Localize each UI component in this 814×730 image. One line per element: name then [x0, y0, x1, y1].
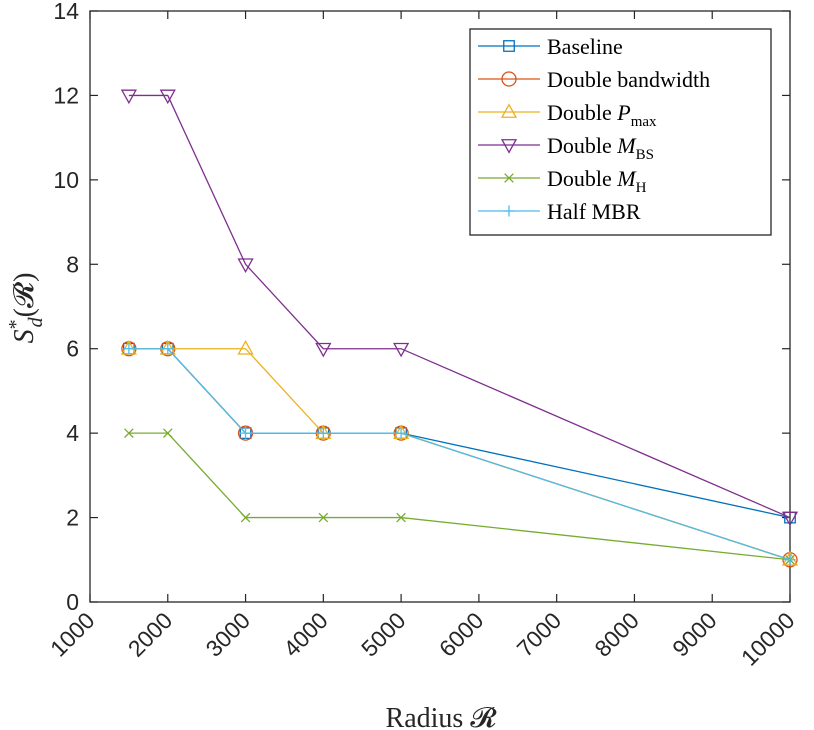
y-tick-label: 4 — [66, 420, 79, 446]
legend-item-double-mh: Double MH — [478, 166, 647, 196]
data-point-double-mh — [396, 512, 406, 523]
data-point-half-mbr — [395, 427, 407, 439]
x-marker-stroke — [318, 512, 329, 523]
data-point-double-mbs — [393, 342, 410, 358]
legend-label: Half MBR — [547, 199, 641, 224]
series-line-double-mh — [128, 432, 791, 561]
data-point-double-mbs — [159, 89, 176, 105]
triangle-down-marker — [781, 511, 799, 527]
data-point-double-mh — [240, 512, 251, 523]
legend-item-double-bandwidth: Double bandwidth — [478, 67, 710, 92]
legend-label-symbol: P — [616, 100, 630, 125]
x-marker-stroke — [396, 512, 406, 523]
y-tick-label: 12 — [53, 82, 79, 108]
legend-label-main: Half MBR — [547, 199, 641, 224]
y-axis-title-sup: * — [5, 319, 27, 329]
y-tick-label: 8 — [66, 251, 79, 277]
x-tick-label: 9000 — [667, 607, 722, 662]
legend-item-double-pmax: Double Pmax — [478, 100, 657, 130]
y-axis: 0 2 4 6 8 10 12 14 — [53, 0, 790, 615]
legend-label-sub: H — [636, 180, 647, 196]
legend-label-symbol: M — [616, 166, 637, 191]
data-point-double-mbs — [120, 89, 137, 105]
x-tick-label: 3000 — [201, 607, 256, 662]
x-tick-label: 1000 — [45, 607, 100, 662]
legend-label-symbol: M — [616, 133, 637, 158]
y-axis-title-arg: (𝓡) — [9, 273, 40, 318]
triangle-down-marker — [120, 89, 137, 105]
data-point-half-mbr — [162, 343, 174, 355]
y-tick-label: 6 — [66, 336, 79, 362]
data-point-double-mbs — [781, 511, 799, 527]
x-marker-stroke — [162, 428, 173, 438]
x-axis-title: Radius 𝓡 — [386, 703, 498, 730]
data-point-half-mbr — [239, 427, 252, 439]
legend-label: Baseline — [547, 34, 623, 59]
data-point-half-mbr — [317, 427, 329, 439]
series-double-mh — [124, 428, 795, 565]
legend-label-main: Double — [547, 100, 617, 125]
series-half-mbr — [123, 343, 796, 566]
legend-label: Double bandwidth — [547, 67, 710, 92]
triangle-down-marker — [315, 342, 332, 358]
x-tick-label: 7000 — [512, 607, 567, 662]
y-axis-title: S*d(𝓡) — [5, 273, 47, 344]
data-point-double-mh — [162, 428, 173, 438]
triangle-up-marker — [237, 340, 254, 355]
legend-label-main: Double — [547, 133, 617, 158]
data-point-double-pmax — [237, 340, 254, 355]
y-tick-label: 10 — [53, 167, 79, 193]
data-point-double-mbs — [315, 342, 332, 358]
data-point-double-mbs — [237, 258, 254, 273]
legend-label: Double MBS — [547, 133, 654, 163]
x-tick-label: 5000 — [356, 607, 411, 662]
legend-item-double-mbs: Double MBS — [478, 133, 654, 163]
triangle-down-marker — [159, 89, 176, 105]
series-layer — [120, 89, 799, 568]
y-axis-title-sub: d — [25, 316, 47, 327]
triangle-down-marker — [393, 342, 410, 358]
legend-label: Double Pmax — [547, 100, 657, 130]
legend-label-sub: BS — [636, 147, 654, 163]
x-tick-label: 2000 — [123, 607, 178, 662]
data-point-double-mh — [318, 512, 329, 523]
y-tick-label: 2 — [66, 505, 79, 531]
triangle-up-marker — [500, 103, 518, 118]
y-tick-label: 14 — [53, 0, 79, 24]
square-marker — [503, 40, 515, 52]
series-double-mbs — [120, 89, 799, 527]
triangle-down-marker — [500, 139, 518, 154]
x-marker-stroke — [240, 512, 251, 523]
triangle-down-marker — [237, 258, 254, 273]
legend-label-main: Double — [547, 166, 617, 191]
x-tick-label: 10000 — [736, 607, 800, 671]
x-tick-label: 8000 — [589, 607, 644, 662]
y-axis-title-main: S — [9, 329, 40, 343]
legend-item-baseline: Baseline — [478, 34, 623, 59]
legend-item-half-mbr: Half MBR — [478, 199, 641, 224]
x-tick-label: 4000 — [278, 607, 333, 662]
x-marker-stroke — [504, 173, 514, 183]
x-tick-label: 6000 — [434, 607, 489, 662]
legend-label: Double MH — [547, 166, 647, 196]
data-point-half-mbr — [123, 343, 135, 355]
series-line-double-mbs — [128, 94, 791, 519]
y-tick-label: 0 — [66, 589, 79, 615]
data-point-double-mh — [124, 428, 134, 438]
x-marker-stroke — [124, 428, 134, 438]
legend-label-main: Baseline — [547, 34, 623, 59]
legend-label-sub: max — [631, 114, 657, 130]
circle-marker — [501, 71, 517, 87]
legend-label-main: Double bandwidth — [547, 67, 710, 92]
data-point-half-mbr — [784, 554, 796, 566]
series-line-half-mbr — [128, 348, 791, 561]
legend-box — [469, 28, 772, 236]
